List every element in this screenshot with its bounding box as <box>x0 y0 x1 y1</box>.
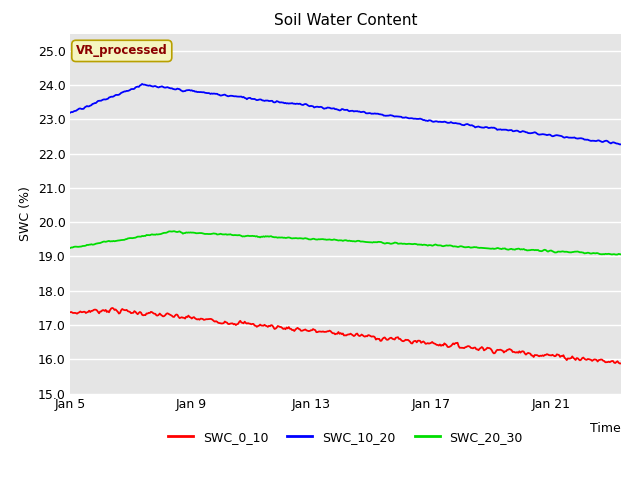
SWC_20_30 <box>612 252 620 257</box>
SWC_0_10 <box>332 331 340 336</box>
SWC_20_30 <box>170 228 178 234</box>
SWC_10_20 <box>138 81 146 87</box>
SWC_20_30 <box>605 251 612 257</box>
SWC_0_10 <box>329 330 337 336</box>
Line: SWC_10_20: SWC_10_20 <box>70 84 621 144</box>
SWC_10_20 <box>519 128 527 134</box>
SWC_10_20 <box>396 114 403 120</box>
SWC_10_20 <box>605 139 612 145</box>
SWC_20_30 <box>396 241 403 247</box>
SWC_20_30 <box>519 247 527 252</box>
SWC_10_20 <box>329 106 337 111</box>
Text: Time: Time <box>590 422 621 435</box>
SWC_0_10 <box>617 360 625 366</box>
SWC_20_30 <box>617 252 625 257</box>
SWC_0_10 <box>67 309 74 315</box>
SWC_0_10 <box>365 333 373 338</box>
SWC_10_20 <box>365 110 373 116</box>
SWC_10_20 <box>616 142 623 147</box>
SWC_20_30 <box>67 245 74 251</box>
SWC_0_10 <box>605 359 612 365</box>
SWC_20_30 <box>329 237 337 243</box>
Title: Soil Water Content: Soil Water Content <box>274 13 417 28</box>
SWC_0_10 <box>108 305 116 311</box>
Y-axis label: SWC (%): SWC (%) <box>19 186 32 241</box>
SWC_10_20 <box>67 109 74 115</box>
Text: VR_processed: VR_processed <box>76 44 168 58</box>
SWC_10_20 <box>617 142 625 147</box>
SWC_20_30 <box>365 240 373 245</box>
SWC_0_10 <box>396 336 403 342</box>
SWC_20_30 <box>332 237 340 243</box>
Line: SWC_20_30: SWC_20_30 <box>70 231 621 254</box>
Legend: SWC_0_10, SWC_10_20, SWC_20_30: SWC_0_10, SWC_10_20, SWC_20_30 <box>163 426 528 448</box>
SWC_0_10 <box>519 348 527 354</box>
Line: SWC_0_10: SWC_0_10 <box>70 308 621 363</box>
SWC_10_20 <box>332 106 340 112</box>
